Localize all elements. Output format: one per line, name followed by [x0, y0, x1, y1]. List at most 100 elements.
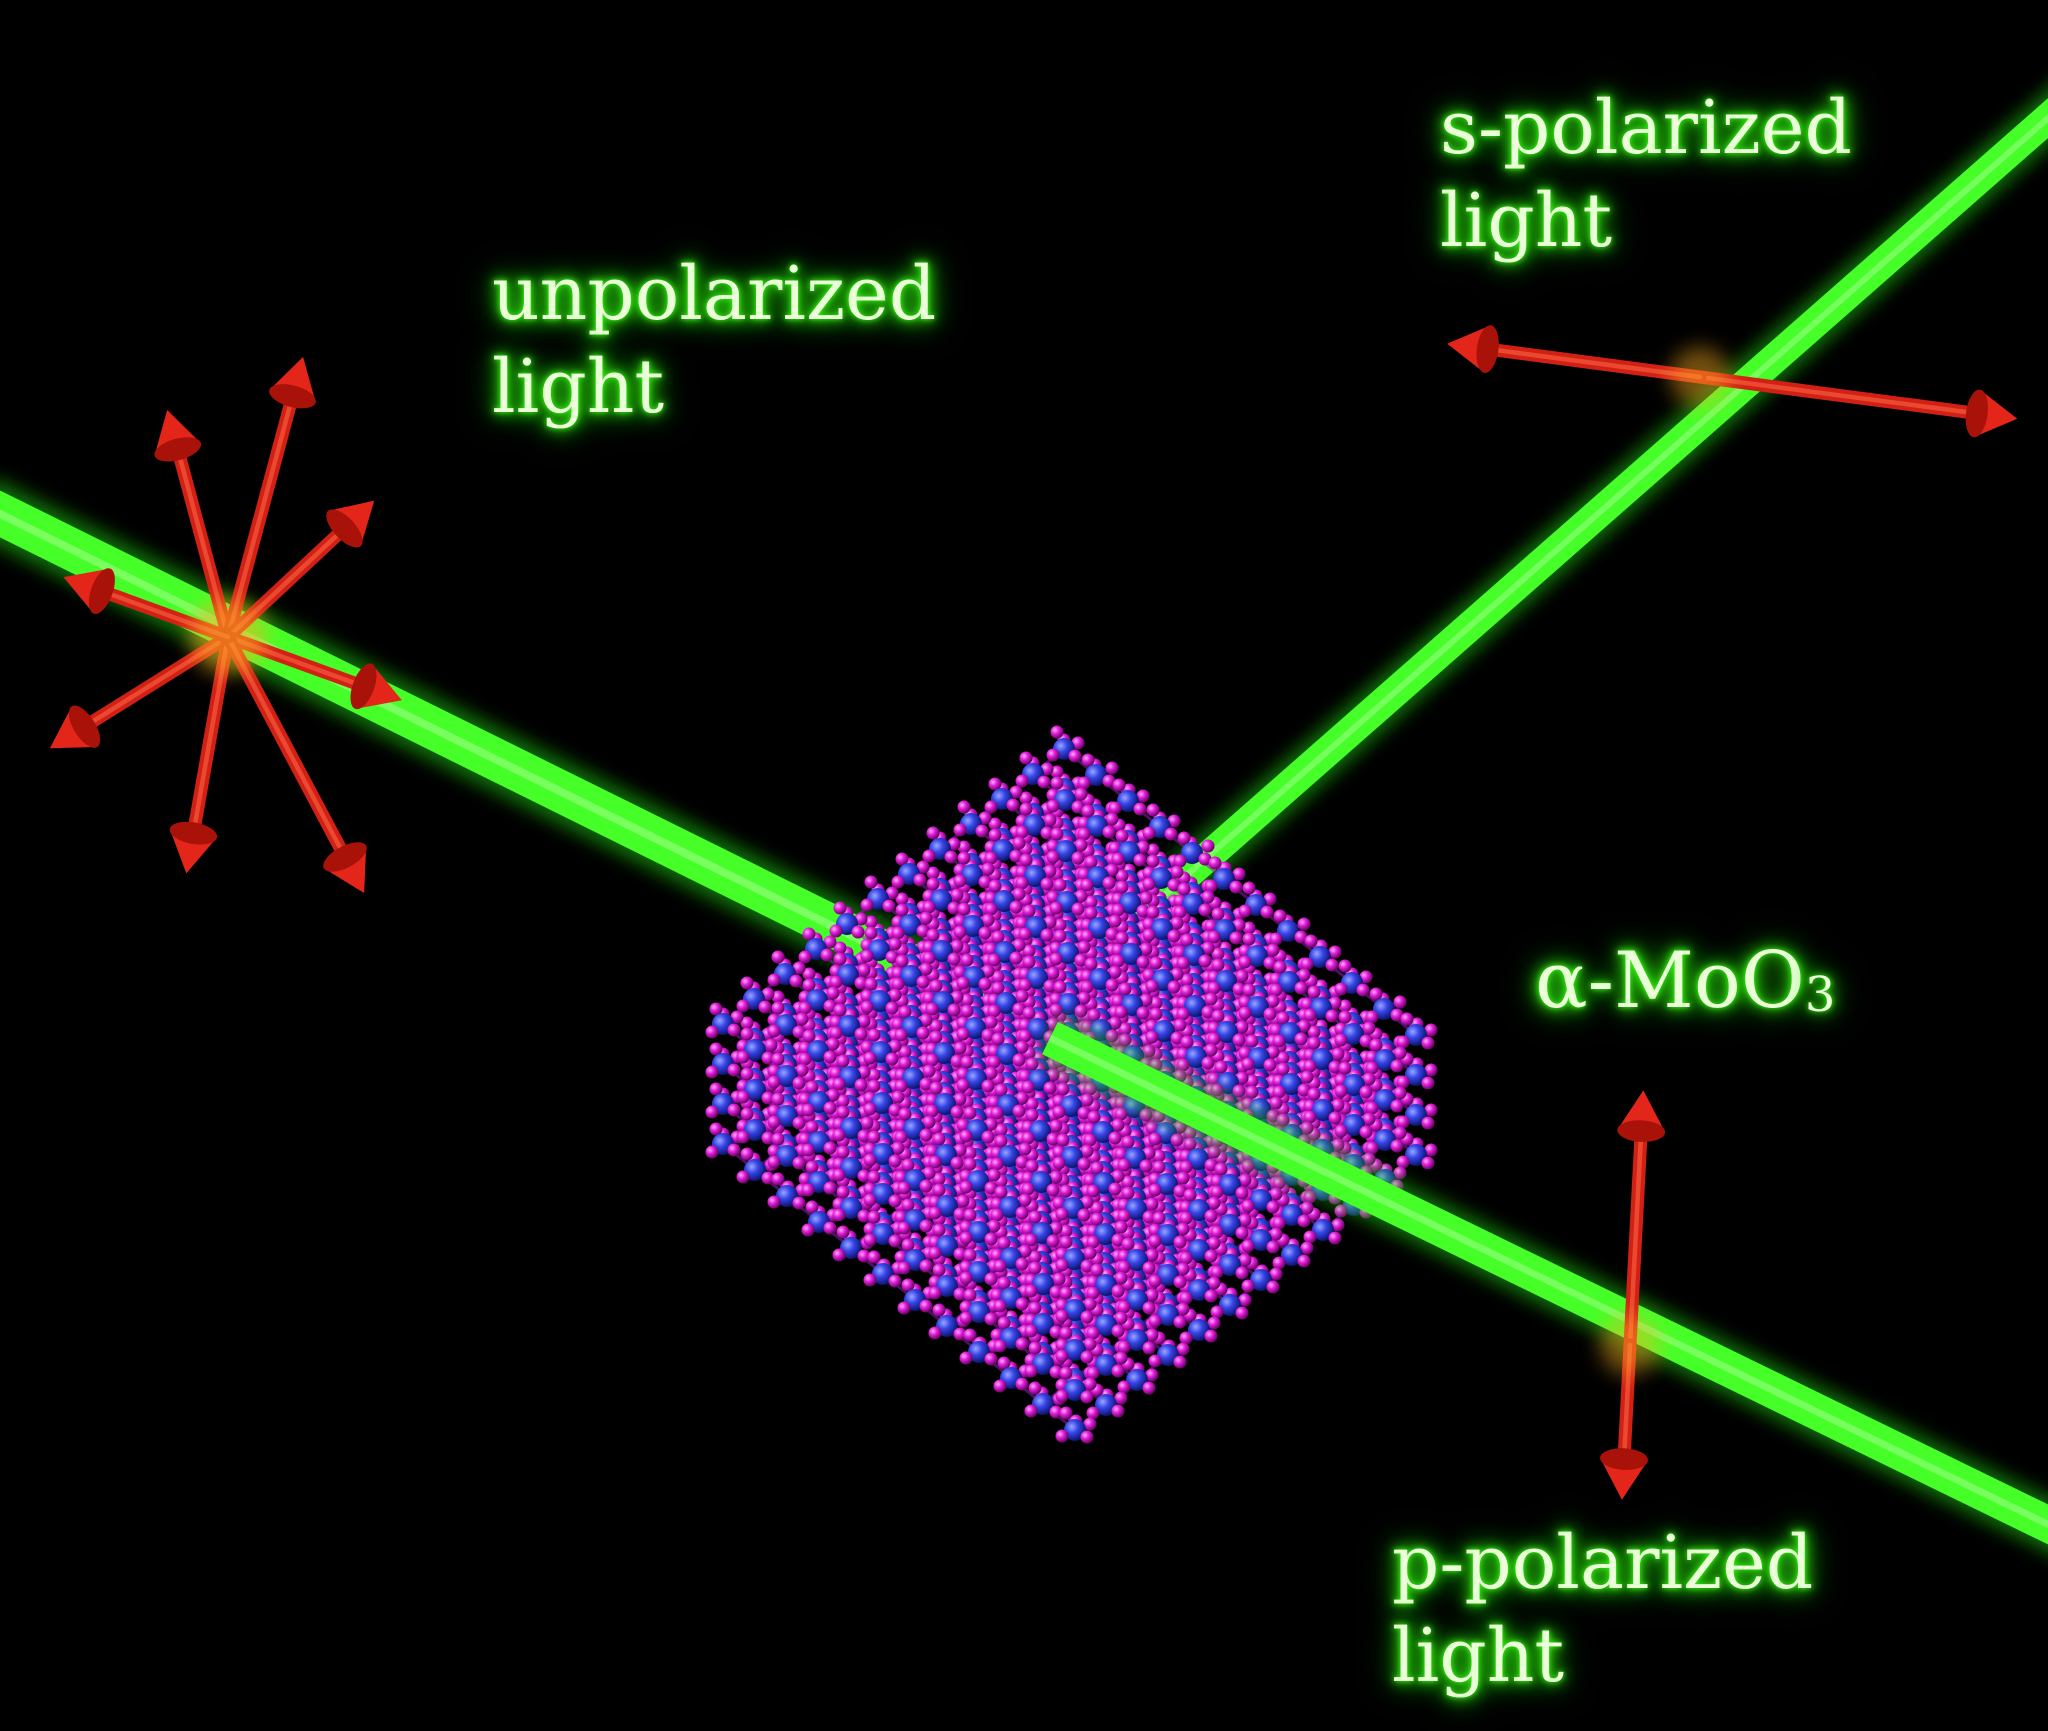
mo-atom-icon	[1311, 1048, 1333, 1070]
o-atom-icon	[1214, 1162, 1228, 1176]
o-atom-icon	[929, 1081, 943, 1095]
o-atom-icon	[1424, 1103, 1438, 1117]
o-atom-icon	[963, 1146, 977, 1160]
mo-atom-icon	[1119, 892, 1141, 914]
o-atom-icon	[1043, 1081, 1057, 1095]
o-atom-icon	[1028, 1301, 1042, 1315]
unpolarized-line1: unpolarized	[492, 251, 937, 337]
o-atom-icon	[1055, 1309, 1069, 1323]
o-atom-icon	[991, 1032, 1005, 1046]
o-atom-icon	[1149, 996, 1163, 1010]
o-atom-icon	[829, 975, 843, 989]
o-atom-icon	[959, 1351, 973, 1365]
o-atom-icon	[1050, 765, 1064, 779]
o-atom-icon	[929, 1019, 943, 1033]
o-atom-icon	[1167, 980, 1181, 994]
o-atom-icon	[1015, 989, 1029, 1003]
o-atom-icon	[1170, 916, 1184, 930]
o-atom-icon	[953, 823, 967, 837]
o-atom-icon	[1276, 1062, 1290, 1076]
mo-atom-icon	[900, 965, 922, 987]
o-atom-icon	[1114, 1220, 1128, 1234]
o-atom-icon	[740, 1147, 754, 1161]
o-atom-icon	[1105, 978, 1119, 992]
o-atom-icon	[1146, 843, 1160, 857]
o-atom-icon	[867, 1250, 881, 1264]
o-atom-icon	[1118, 982, 1132, 996]
o-atom-icon	[1266, 1045, 1280, 1059]
o-atom-icon	[1055, 1349, 1069, 1363]
o-atom-icon	[919, 1299, 933, 1313]
o-atom-icon	[1173, 1355, 1187, 1369]
o-atom-icon	[895, 903, 909, 917]
o-atom-icon	[1084, 895, 1098, 909]
o-atom-icon	[1421, 1116, 1435, 1130]
o-atom-icon	[1266, 1200, 1280, 1214]
o-atom-icon	[981, 1028, 995, 1042]
mo-atom-icon	[964, 1017, 986, 1039]
mo-atom-icon	[1374, 1049, 1396, 1071]
o-atom-icon	[1238, 904, 1252, 918]
o-atom-icon	[882, 899, 896, 913]
o-atom-icon	[771, 1172, 785, 1186]
unpolarized-light-label: unpolarized light	[492, 248, 936, 433]
o-atom-icon	[1111, 852, 1125, 866]
o-atom-icon	[1152, 1149, 1166, 1163]
mo-atom-icon	[1126, 1249, 1148, 1271]
o-atom-icon	[1176, 1007, 1190, 1021]
o-atom-icon	[1059, 1326, 1073, 1340]
mo-atom-icon	[902, 1067, 924, 1089]
o-atom-icon	[1021, 1080, 1035, 1094]
o-atom-icon	[1018, 1193, 1032, 1207]
o-atom-icon	[947, 1003, 961, 1017]
mo-atom-icon	[1215, 970, 1237, 992]
o-atom-icon	[1142, 1381, 1156, 1395]
o-atom-icon	[885, 1052, 899, 1066]
mo-atom-icon	[961, 864, 983, 886]
o-atom-icon	[1117, 1340, 1131, 1354]
o-atom-icon	[978, 811, 992, 825]
o-atom-icon	[1108, 914, 1122, 928]
o-atom-icon	[1142, 877, 1156, 891]
o-atom-icon	[802, 1029, 816, 1043]
o-atom-icon	[1087, 1110, 1101, 1124]
o-atom-icon	[953, 1327, 967, 1341]
o-atom-icon	[1272, 1256, 1286, 1270]
o-atom-icon	[997, 1236, 1011, 1250]
s-polarized-light-label: s-polarized light	[1440, 82, 1852, 267]
mo-atom-icon	[1374, 1089, 1396, 1111]
o-atom-icon	[1015, 876, 1029, 890]
o-atom-icon	[1145, 1368, 1159, 1382]
o-atom-icon	[1242, 932, 1256, 946]
o-atom-icon	[1365, 1141, 1379, 1155]
o-atom-icon	[1331, 1047, 1345, 1061]
o-atom-icon	[1133, 853, 1147, 867]
o-atom-icon	[1390, 1059, 1404, 1073]
o-atom-icon	[1273, 909, 1287, 923]
o-atom-icon	[1081, 753, 1095, 767]
o-atom-icon	[1152, 1160, 1166, 1174]
mo-atom-icon	[1405, 1024, 1427, 1046]
o-atom-icon	[1083, 1377, 1097, 1391]
o-atom-icon	[1012, 1104, 1026, 1118]
o-atom-icon	[963, 1328, 977, 1342]
o-atom-icon	[1207, 981, 1221, 995]
o-atom-icon	[1328, 1231, 1342, 1245]
mo-atom-icon	[1219, 1214, 1241, 1236]
o-atom-icon	[864, 977, 878, 991]
o-atom-icon	[1328, 1111, 1342, 1125]
o-atom-icon	[925, 1104, 939, 1118]
o-atom-icon	[1148, 1314, 1162, 1328]
o-atom-icon	[709, 1002, 723, 1016]
o-atom-icon	[1338, 1061, 1352, 1075]
o-atom-icon	[1015, 1377, 1029, 1391]
mo-atom-icon	[1278, 971, 1300, 993]
o-atom-icon	[894, 1028, 908, 1042]
o-atom-icon	[727, 1103, 741, 1117]
mo-atom-icon	[936, 1195, 958, 1217]
o-atom-icon	[1210, 1225, 1224, 1239]
o-atom-icon	[860, 1000, 874, 1014]
o-atom-icon	[916, 924, 930, 938]
o-atom-icon	[894, 1079, 908, 1093]
o-atom-icon	[1294, 981, 1308, 995]
